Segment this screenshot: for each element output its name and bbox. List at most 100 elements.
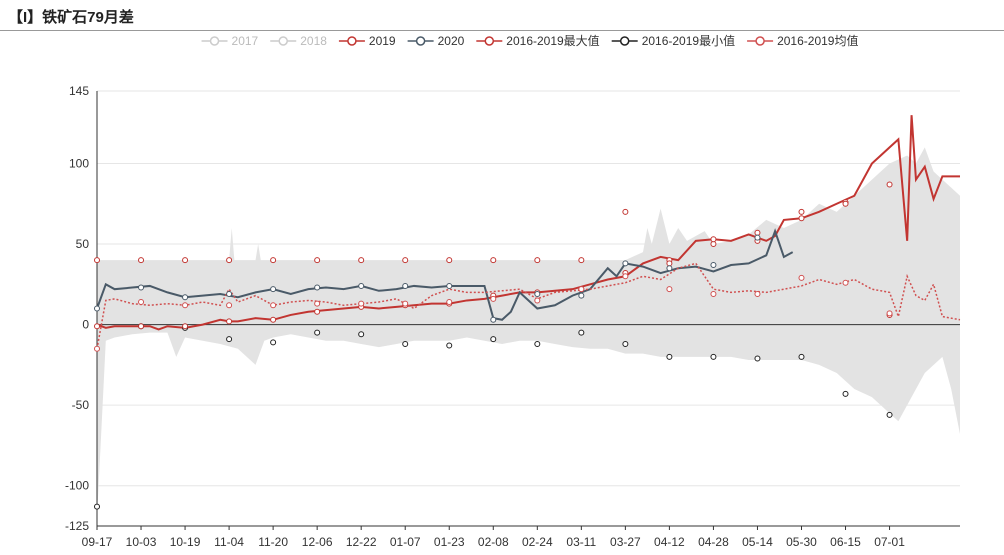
x-tick-label: 10-03 <box>126 535 157 549</box>
marker-2016-2019 <box>182 257 189 264</box>
x-tick-label: 01-23 <box>434 535 465 549</box>
marker-2016-2019 <box>358 257 365 264</box>
x-tick-label: 06-15 <box>830 535 861 549</box>
marker-2016-2019 <box>886 310 893 317</box>
legend-symbol-marker <box>619 36 630 46</box>
marker-2016-2019 <box>578 329 585 336</box>
marker-2016-2019 <box>270 257 277 264</box>
marker-2016-2019 <box>710 353 717 360</box>
marker-2019 <box>798 215 805 222</box>
y-tick-label: 145 <box>69 84 89 98</box>
marker-2019 <box>710 236 717 243</box>
marker-2016-2019 <box>270 339 277 346</box>
series-line-2020 <box>96 228 794 321</box>
marker-2016-2019 <box>94 503 100 510</box>
legend-item-2016-2019: 2016-2019最大值 <box>506 33 599 48</box>
marker-2016-2019 <box>798 353 805 360</box>
marker-2016-2019 <box>446 342 453 349</box>
legend-symbol-marker <box>278 36 288 46</box>
marker-2016-2019 <box>754 291 761 297</box>
legend-symbol-marker <box>347 36 357 46</box>
legend-item-2017: 2017 <box>232 34 259 48</box>
x-tick-label: 12-06 <box>302 535 333 549</box>
marker-2016-2019 <box>842 390 849 397</box>
title-bar: 【I】铁矿石79月差 <box>0 0 1004 31</box>
marker-2020 <box>270 286 277 293</box>
marker-2020 <box>138 284 145 291</box>
marker-2016-2019 <box>402 257 409 264</box>
y-tick-label: -125 <box>65 519 89 533</box>
x-tick-label: 04-28 <box>698 535 729 549</box>
marker-2016-2019 <box>94 345 100 352</box>
x-tick-label: 02-08 <box>478 535 509 549</box>
marker-2020 <box>402 282 409 289</box>
marker-2016-2019 <box>358 300 365 307</box>
marker-2019 <box>314 308 321 315</box>
marker-2020 <box>446 282 453 289</box>
marker-2016-2019 <box>798 274 805 281</box>
marker-2020 <box>578 292 585 299</box>
legend-symbol-marker <box>755 36 765 46</box>
marker-2016-2019 <box>534 340 541 347</box>
marker-2016-2019 <box>490 257 497 264</box>
marker-2016-2019 <box>534 257 541 264</box>
marker-2016-2019 <box>402 340 409 347</box>
x-tick-label: 11-04 <box>214 535 244 549</box>
x-tick-label: 09-17 <box>82 535 113 549</box>
band-min-area <box>97 324 960 518</box>
series-line-2019 <box>96 115 960 331</box>
marker-2016-2019 <box>798 208 805 215</box>
legend-symbol-marker <box>209 36 220 46</box>
marker-2016-2019 <box>666 353 673 360</box>
marker-2019 <box>226 318 233 325</box>
x-tick-label: 12-22 <box>346 535 377 549</box>
marker-2016-2019 <box>842 279 849 286</box>
marker-2016-2019 <box>622 208 629 215</box>
marker-2019 <box>138 323 145 330</box>
legend-item-2016-2019: 2016-2019均值 <box>777 33 858 48</box>
marker-2019 <box>666 260 673 267</box>
x-tick-label: 04-12 <box>654 535 685 549</box>
marker-2020 <box>666 265 673 272</box>
marker-2016-2019 <box>226 336 233 343</box>
marker-2020 <box>710 262 717 268</box>
y-tick-label: -50 <box>72 398 90 412</box>
marker-2020 <box>534 291 541 297</box>
legend-item-2018: 2018 <box>300 34 327 48</box>
marker-2020 <box>358 282 365 289</box>
marker-2016-2019 <box>270 302 277 309</box>
legend-symbol-marker <box>415 36 426 46</box>
y-tick-label: -100 <box>65 479 89 493</box>
marker-2016-2019 <box>402 300 409 307</box>
marker-2020 <box>182 294 189 301</box>
marker-2020 <box>226 291 233 297</box>
marker-2016-2019 <box>710 241 717 248</box>
x-tick-label: 03-11 <box>566 535 596 549</box>
x-tick-label: 05-14 <box>742 535 773 549</box>
marker-2019 <box>842 200 849 207</box>
marker-2016-2019 <box>490 295 497 302</box>
marker-2016-2019 <box>446 299 453 306</box>
marker-2016-2019 <box>314 329 321 336</box>
marker-2020 <box>622 260 629 267</box>
marker-2016-2019 <box>446 257 453 264</box>
x-tick-label: 05-30 <box>786 535 817 549</box>
x-tick-label: 02-24 <box>522 535 553 549</box>
x-tick-label: 11-20 <box>258 535 288 549</box>
marker-2016-2019 <box>534 297 541 304</box>
marker-2016-2019 <box>578 257 585 264</box>
marker-2016-2019 <box>226 257 233 264</box>
x-tick-label: 03-27 <box>610 535 641 549</box>
legend-item-2016-2019: 2016-2019最小值 <box>642 33 735 48</box>
marker-2016-2019 <box>622 340 629 347</box>
marker-2016-2019 <box>666 286 673 293</box>
marker-2016-2019 <box>754 355 761 362</box>
marker-2020 <box>754 234 761 241</box>
marker-2016-2019 <box>138 299 145 306</box>
marker-2016-2019 <box>754 229 761 236</box>
marker-2016-2019 <box>578 286 585 293</box>
marker-2016-2019 <box>886 411 893 418</box>
legend-symbol-marker <box>484 36 495 46</box>
marker-2016-2019 <box>182 302 189 309</box>
x-tick-label: 07-01 <box>874 535 905 549</box>
